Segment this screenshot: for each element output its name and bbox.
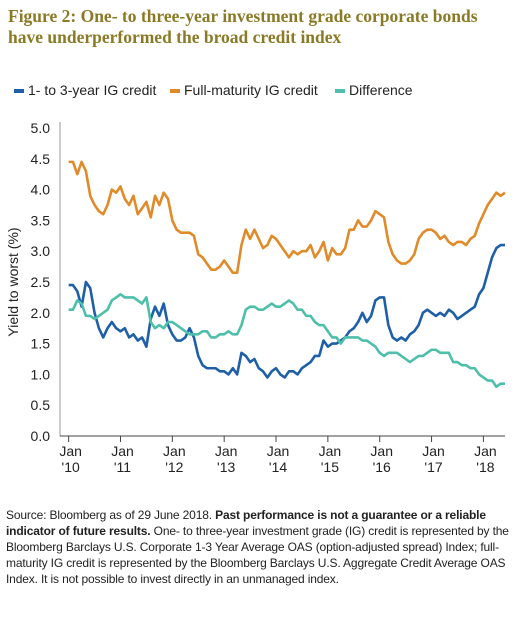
series-line (68, 160, 506, 275)
x-tick-label: Jan '13 (215, 443, 238, 475)
legend-label: Full-maturity IG credit (184, 82, 318, 98)
y-tick-label: 0.5 (31, 397, 51, 413)
legend-label: 1- to 3-year IG credit (28, 82, 156, 98)
x-tick-label: Jan '11 (111, 443, 134, 475)
chart-title: Figure 2: One- to three-year investment … (8, 6, 478, 47)
y-tick-label: 1.5 (31, 336, 51, 352)
x-tick-label: Jan '15 (319, 443, 342, 475)
y-tick-label: 4.5 (31, 151, 51, 167)
footnote: Source: Bloomberg as of 29 June 2018. Pa… (6, 507, 512, 587)
y-tick-label: 4.0 (31, 182, 51, 198)
x-tick-label: Jan '18 (474, 443, 497, 475)
x-tick-label: Jan '14 (267, 443, 290, 475)
y-tick-label: 2.0 (31, 305, 51, 321)
x-tick-label: Jan '10 (59, 443, 82, 475)
x-tick-label: Jan '16 (370, 443, 393, 475)
x-tick-label: Jan '12 (163, 443, 186, 475)
footnote-bold: Past performance is not a guarantee or a… (6, 508, 486, 538)
x-tick-label: Jan '17 (422, 443, 445, 475)
footnote-source: Source: Bloomberg as of 29 June 2018. (6, 508, 216, 522)
y-tick-label: 3.0 (31, 243, 51, 259)
legend-label: Difference (349, 82, 413, 98)
series-line (68, 243, 505, 379)
y-tick-label: 2.5 (31, 274, 51, 290)
legend-marker (170, 89, 180, 93)
series-line (68, 293, 505, 389)
y-axis-label: Yield to worst (%) (5, 227, 21, 336)
y-tick-label: 5.0 (31, 120, 51, 136)
legend-marker (335, 89, 345, 93)
y-tick-label: 3.5 (31, 212, 51, 228)
y-tick-label: 0.0 (31, 428, 51, 444)
legend-marker (14, 89, 24, 93)
y-tick-label: 1.0 (31, 366, 51, 382)
footnote-text: One- to three-year investment grade (IG)… (6, 524, 509, 586)
chart: Yield to worst (%) 0.0 0.5 1.0 1.5 2.0 2.5 3.0… (5, 82, 506, 475)
